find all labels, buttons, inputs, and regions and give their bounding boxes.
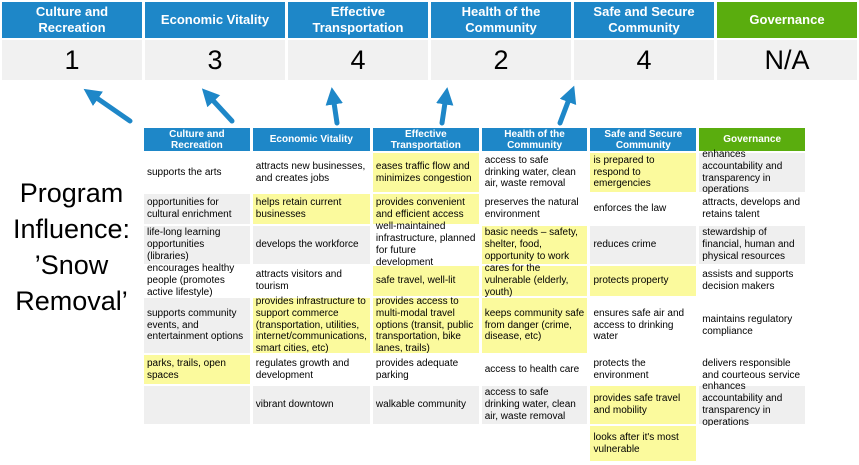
matrix-cell: [372, 426, 479, 461]
matrix-cell: helps retain current businesses: [252, 194, 370, 224]
matrix-cell: access to safe drinking water, clean air…: [481, 386, 588, 424]
matrix-cell: well-maintained infrastructure, planned …: [372, 221, 479, 268]
program-title-line: Influence:: [12, 213, 131, 244]
matrix-cell: basic needs – safety, shelter, food, opp…: [481, 226, 588, 264]
matrix-cell: protects the environment: [590, 355, 697, 384]
matrix-cell: delivers responsible and courteous servi…: [699, 355, 805, 384]
matrix-cell: ensures safe air and access to drinking …: [590, 298, 697, 353]
matrix-header-governance: Governance: [699, 128, 805, 151]
matrix-cell: stewardship of financial, human and phys…: [699, 226, 805, 264]
matrix-cell: keeps community safe from danger (crime,…: [481, 298, 588, 353]
banner-tab-health-of-the-community: Health of the Community: [431, 2, 571, 38]
program-title-line: Program: [19, 178, 124, 208]
influence-arrow-5: [557, 85, 577, 126]
matrix-header-effective-transportation: Effective Transportation: [372, 128, 479, 151]
matrix-cell: access to health care: [481, 355, 588, 384]
score-banner: Culture and Recreation Economic Vitality E…: [2, 2, 857, 80]
matrix-cell: [252, 426, 370, 461]
matrix-cell: life-long learning opportunities (librar…: [144, 226, 250, 264]
matrix-cell: access to safe drinking water, clean air…: [481, 153, 588, 192]
matrix-cell: provides infrastructure to support comme…: [252, 296, 370, 354]
influence-arrow-1: [83, 88, 133, 124]
matrix-cell: enhances accountability and transparency…: [699, 381, 805, 428]
matrix-cell: develops the workforce: [252, 226, 370, 264]
matrix-cell: [481, 426, 588, 461]
matrix-header-culture-and-recreation: Culture and Recreation: [144, 128, 250, 151]
matrix-cell: safe travel, well-lit: [372, 266, 479, 296]
matrix-cell: maintains regulatory compliance: [699, 298, 805, 353]
matrix-cell: enhances accountability and transparency…: [699, 149, 805, 195]
matrix-cell: parks, trails, open spaces: [144, 355, 250, 384]
matrix-cell: looks after it's most vulnerable: [590, 426, 697, 461]
matrix-cell: walkable community: [372, 386, 479, 424]
matrix-cell: supports the arts: [144, 153, 250, 192]
matrix-cell: regulates growth and development: [252, 355, 370, 384]
matrix-cell: attracts visitors and tourism: [252, 266, 370, 296]
banner-tab-culture-and-recreation: Culture and Recreation: [2, 2, 142, 38]
matrix-cell: provides convenient and efficient access: [372, 194, 479, 224]
matrix-cell: provides access to multi-modal travel op…: [372, 296, 479, 354]
matrix-cell: cares for the vulnerable (elderly, youth…: [481, 263, 588, 298]
matrix-cell: provides adequate parking: [372, 355, 479, 384]
banner-tab-safe-and-secure-community: Safe and Secure Community: [574, 2, 714, 38]
banner-tab-effective-transportation: Effective Transportation: [288, 2, 428, 38]
banner-score-culture-and-recreation: 1: [2, 40, 142, 80]
matrix-cell: attracts new businesses, and creates job…: [252, 153, 370, 192]
banner-tab-economic-vitality: Economic Vitality: [145, 2, 285, 38]
matrix-cell: [144, 426, 250, 461]
matrix-cell: [144, 386, 250, 424]
matrix-header-health-of-the-community: Health of the Community: [481, 128, 588, 151]
matrix-cell: is prepared to respond to emergencies: [590, 153, 697, 192]
banner-score-governance: N/A: [717, 40, 857, 80]
banner-score-economic-vitality: 3: [145, 40, 285, 80]
matrix-cell: opportunities for cultural enrichment: [144, 194, 250, 224]
banner-score-safe-and-secure-community: 4: [574, 40, 714, 80]
influence-arrow-3: [325, 87, 343, 126]
matrix-header-economic-vitality: Economic Vitality: [252, 128, 370, 151]
banner-score-effective-transportation: 4: [288, 40, 428, 80]
matrix-cell: enforces the law: [590, 194, 697, 224]
matrix-cell: preserves the natural environment: [481, 194, 588, 224]
matrix-header-safe-and-secure-community: Safe and Secure Community: [590, 128, 697, 151]
matrix-cell: protects property: [590, 266, 697, 296]
matrix-cell: eases traffic flow and minimizes congest…: [372, 153, 479, 192]
influence-arrow-4: [436, 87, 454, 126]
matrix-cell: provides safe travel and mobility: [590, 386, 697, 424]
banner-tab-governance: Governance: [717, 2, 857, 38]
banner-score-health-of-the-community: 2: [431, 40, 571, 80]
matrix-cell: attracts, develops and retains talent: [699, 194, 805, 224]
program-title-line: Removal’: [15, 285, 128, 316]
program-title-line: ’Snow: [34, 249, 109, 280]
matrix-cell: [699, 426, 805, 461]
matrix-cell: supports community events, and entertain…: [144, 298, 250, 353]
influence-matrix: Culture and Recreation Economic Vitality E…: [144, 128, 805, 461]
program-title: Program Influence: ’Snow Removal’: [0, 176, 143, 320]
matrix-cell: assists and supports decision makers: [699, 266, 805, 296]
matrix-cell: reduces crime: [590, 226, 697, 264]
matrix-cell: vibrant downtown: [252, 386, 370, 424]
matrix-cell: encourages healthy people (promotes acti…: [144, 263, 250, 298]
influence-arrow-2: [201, 88, 235, 124]
